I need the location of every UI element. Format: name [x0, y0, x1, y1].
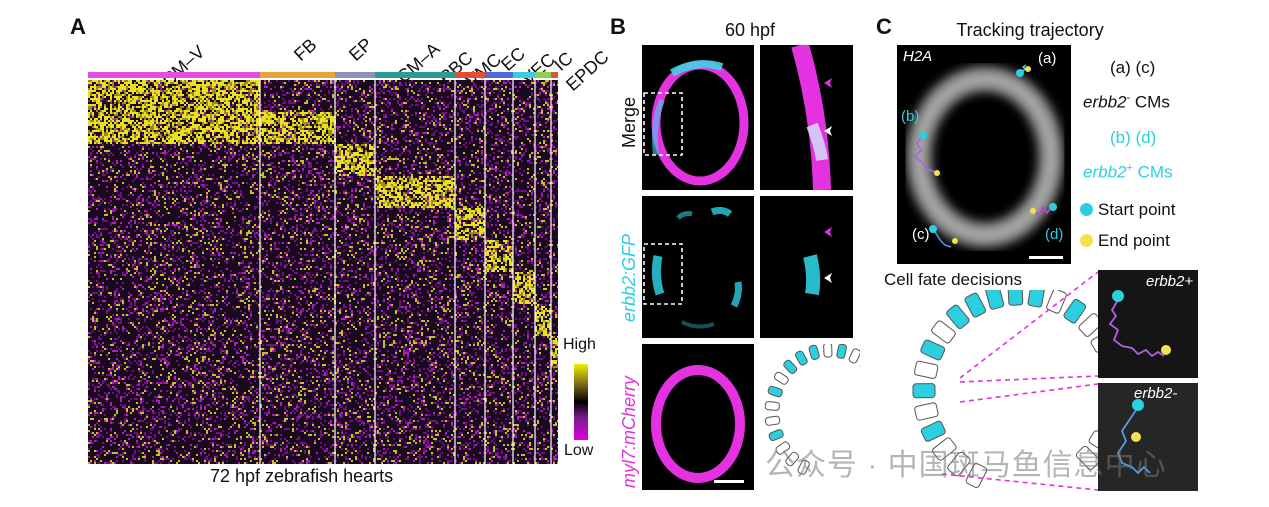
inset-erbb2-pos-image: [1098, 270, 1198, 378]
cell-shape: [913, 360, 939, 379]
legend-start-label: Start point: [1098, 200, 1176, 219]
cluster-bar: [485, 72, 513, 78]
cell-shape: [797, 459, 810, 475]
cluster-label-epdc: EPDC: [562, 46, 613, 95]
legend-low-label: Low: [564, 442, 594, 459]
legend-pos-line: erbb2+ CMs: [1083, 162, 1173, 183]
cell-fate-title: Cell fate decisions: [884, 270, 1022, 289]
gfp-zoom-image: [760, 196, 853, 338]
end-point-dot-icon: [1080, 234, 1093, 247]
row-label-myl7-mcherry: myl7:mCherry: [619, 375, 639, 488]
cell-shape: [1088, 430, 1100, 453]
inset-erbb2-pos-label: erbb2+: [1146, 273, 1194, 290]
cell-shape: [947, 451, 971, 477]
marker-d: (d): [1045, 226, 1064, 243]
legend-end-label: End point: [1098, 231, 1170, 250]
cluster-bar: [535, 72, 551, 78]
cell-shape: [767, 385, 783, 398]
cell-shape: [920, 420, 946, 442]
panel-c-letter: C: [876, 14, 892, 39]
cell-shape: [775, 441, 791, 455]
marker-b: (b): [901, 108, 920, 125]
cell-shape: [912, 383, 936, 399]
legend-neg-line: erbb2- CMs: [1083, 92, 1170, 113]
cell-shape: [985, 290, 1005, 310]
legend-pos-suffix: CMs: [1132, 162, 1173, 182]
legend-pos-ids: (b) (d): [1110, 128, 1157, 147]
row-label-erbb2-gfp: erbb2:GFP: [619, 233, 639, 322]
heatmap-legend-bar: [574, 364, 588, 440]
cluster-bar: [551, 72, 558, 78]
merge-zoom-image: [760, 45, 853, 190]
cell-shape: [773, 371, 789, 385]
cell-shape: [931, 320, 956, 344]
cell-shape: [764, 401, 780, 411]
merge-image: [642, 45, 754, 190]
cell-shape: [1046, 290, 1067, 314]
cluster-bar: [455, 72, 485, 78]
cell-shape: [768, 429, 784, 441]
mcherry-image: [642, 344, 754, 490]
panel-a-letter: A: [70, 14, 86, 39]
cell-shape: [1075, 445, 1100, 470]
inset-erbb2-neg-image: [1098, 383, 1198, 491]
heart-cartoon-b: [764, 344, 860, 475]
heatmap-caption: 72 hpf zebrafish hearts: [210, 466, 394, 486]
legend-neg-sup: -: [1126, 92, 1131, 104]
marker-a: (a): [1038, 50, 1057, 67]
cluster-label-ep: EP: [345, 33, 377, 65]
h2a-tracking-image: [897, 45, 1071, 264]
inset-erbb2-neg-label: erbb2-: [1134, 385, 1178, 402]
cell-shape: [808, 344, 820, 360]
cell-shape: [914, 402, 939, 421]
legend-pos-sup: +: [1126, 162, 1133, 174]
cell-shape: [1078, 313, 1100, 337]
marker-c: (c): [912, 226, 930, 243]
h2a-label: H2A: [903, 48, 933, 65]
cell-shape: [932, 437, 957, 461]
cluster-bar: [260, 72, 335, 78]
cell-shape: [1027, 290, 1046, 308]
cell-shape: [823, 344, 833, 358]
cell-shape: [836, 344, 847, 359]
start-point-dot-icon: [1080, 203, 1093, 216]
cell-shape: [920, 339, 946, 361]
cell-shape: [946, 304, 970, 329]
legend-high-label: High: [563, 336, 596, 353]
legend-neg-suffix: CMs: [1130, 92, 1170, 112]
panel-b-letter: B: [610, 14, 626, 39]
cell-shape: [1063, 298, 1087, 324]
cluster-bar: [88, 72, 260, 78]
cluster-bar: [335, 72, 375, 78]
cell-shape: [964, 292, 987, 318]
legend-neg-ids: (a) (c): [1110, 58, 1156, 77]
cell-shape: [764, 415, 781, 426]
legend-pos-gene: erbb2: [1083, 162, 1127, 182]
cluster-label-fb: FB: [290, 34, 321, 65]
watermark-text: 公众号 · 中国斑马鱼信息中心: [765, 449, 1167, 482]
row-label-merge: Merge: [619, 96, 639, 148]
panel-b-title: 60 hpf: [724, 20, 776, 40]
cell-shape: [848, 348, 860, 364]
cluster-bar: [375, 72, 455, 78]
gfp-image: [642, 196, 754, 338]
panel-c-title: Tracking trajectory: [956, 20, 1104, 40]
cluster-bar: [513, 72, 535, 78]
cell-shape: [795, 350, 808, 366]
cell-shape: [783, 359, 798, 374]
cell-shape: [1007, 290, 1024, 306]
cell-shape: [859, 356, 860, 372]
legend-neg-gene: erbb2: [1083, 92, 1127, 112]
cell-shape: [785, 451, 800, 467]
heatmap: [88, 72, 558, 464]
